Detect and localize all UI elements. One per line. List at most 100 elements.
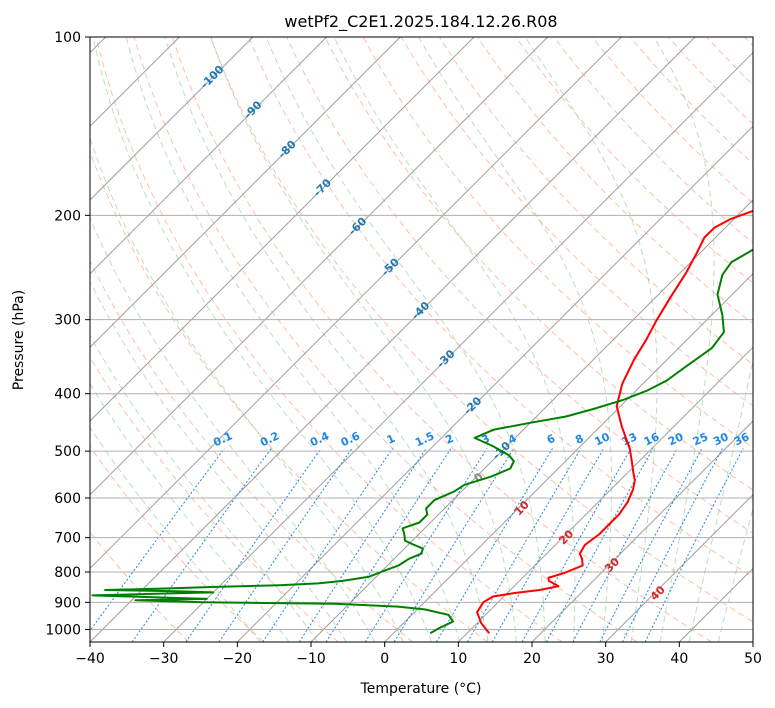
- mixing-ratio-line: [185, 448, 322, 642]
- dry-adiabat: [90, 259, 414, 642]
- dry-adiabat: [90, 356, 339, 642]
- temperature-trace: [476, 209, 753, 634]
- x-tick-label: −30: [149, 651, 179, 667]
- moist-adiabat: [524, 37, 658, 642]
- mixing-ratio-line: [131, 448, 272, 642]
- isotherm-line: [163, 51, 753, 642]
- dry-adiabat: [668, 37, 753, 125]
- y-axis-ticks: 100 200 300 400 500 600 700 800 900 1000: [45, 30, 90, 638]
- isotherm-line: [90, 37, 622, 570]
- line-labels: -100-90-80-70-60-50-40-30-20-100.1 0.2 0.4…: [198, 62, 752, 603]
- isotherm-line: [90, 37, 475, 422]
- isotherm-label: -60: [346, 214, 369, 237]
- isotherm-line: [384, 272, 753, 642]
- isotherm-line: [678, 567, 753, 642]
- x-axis-ticks: −40 −30 −20 −10 0 10 20 30 40 50: [75, 642, 762, 667]
- isotherm-line: [90, 37, 401, 349]
- dry-adiabat: [95, 37, 563, 642]
- mixing-ratio-line: [262, 448, 393, 642]
- x-tick-label: 40: [670, 651, 688, 667]
- y-tick-label: 800: [54, 565, 81, 581]
- x-tick-label: 20: [523, 651, 541, 667]
- moist-adiabat: [92, 37, 432, 642]
- moist-adiabat: [90, 334, 319, 642]
- mixing-ratio-line: [644, 448, 744, 642]
- mixing-ratio-line: [467, 448, 582, 642]
- y-tick-label: 100: [54, 30, 81, 46]
- y-axis-label: Pressure (hPa): [11, 290, 27, 390]
- moist-adiabat: [90, 280, 347, 642]
- mixing-ratio-line: [90, 448, 225, 632]
- moist-adiabat: [90, 136, 404, 642]
- y-tick-label: 600: [54, 491, 81, 507]
- moist-adiabat: [265, 37, 546, 642]
- mixing-ratio-label: 8: [573, 432, 585, 447]
- y-tick-label: 200: [54, 208, 81, 224]
- y-tick-label: 900: [54, 595, 81, 611]
- mixing-ratio-line: [572, 448, 678, 642]
- mixing-ratio-label: 10: [593, 430, 613, 448]
- isotherm-label: -90: [241, 98, 264, 121]
- isotherm-line: [90, 37, 696, 642]
- mixing-ratio-line: [364, 448, 488, 642]
- isotherm-line: [90, 37, 254, 201]
- y-tick-label: 1000: [45, 622, 81, 638]
- mixing-ratio-line: [491, 448, 605, 642]
- dry-adiabat: [171, 37, 712, 642]
- y-tick-label: 400: [54, 387, 81, 403]
- mixing-ratio-label: 30: [711, 430, 731, 448]
- dry-adiabat: [706, 37, 753, 86]
- mixing-ratio-label: 20: [666, 430, 686, 448]
- x-tick-label: 10: [449, 651, 467, 667]
- isotherm-line: [605, 493, 753, 642]
- dry-adiabat: [90, 445, 264, 642]
- mixing-ratio-line: [325, 448, 452, 642]
- y-tick-label: 500: [54, 444, 81, 460]
- x-axis-label: Temperature (°C): [360, 681, 482, 697]
- moist-adiabat: [90, 216, 376, 642]
- mixing-ratio-line: [599, 448, 703, 642]
- moist-adiabat: [90, 426, 261, 642]
- isotherm-line: [310, 199, 753, 642]
- isotherm-line: [752, 641, 753, 642]
- mixing-ratio-label: 0.2: [258, 429, 281, 449]
- isotherm-line: [90, 37, 328, 275]
- dry-adiabat: [324, 37, 753, 491]
- mixing-ratio-line: [393, 448, 515, 642]
- moist-adiabat: [90, 382, 290, 642]
- dry-adiabat: [477, 37, 753, 325]
- x-tick-label: 50: [744, 651, 762, 667]
- dry-adiabat: [286, 37, 753, 534]
- x-tick-label: −10: [296, 651, 326, 667]
- dry-adiabat: [591, 37, 753, 204]
- background-lines: [90, 37, 753, 642]
- dry-adiabat: [90, 531, 190, 642]
- moist-adiabat: [717, 506, 753, 642]
- profile-traces: [91, 209, 753, 635]
- dry-adiabat: [515, 37, 753, 284]
- moist-adiabat: [164, 37, 489, 642]
- mixing-ratio-line: [435, 448, 553, 642]
- mixing-ratio-line: [621, 448, 723, 642]
- y-tick-label: 700: [54, 531, 81, 547]
- mixing-ratio-label: 2: [443, 432, 455, 447]
- y-tick-label: 300: [54, 313, 81, 329]
- isotherm-label: -30: [434, 347, 457, 370]
- mixing-ratio-line: [218, 448, 353, 642]
- chart-title: wetPf2_C2E1.2025.184.12.26.R08: [284, 12, 557, 32]
- isotherm-line: [457, 346, 753, 642]
- mixing-ratio-label: 1: [385, 432, 397, 447]
- mixing-ratio-label: 36: [732, 430, 752, 448]
- isotherm-line: [236, 125, 753, 642]
- dry-adiabat: [210, 37, 753, 623]
- moist-adiabat: [653, 37, 715, 642]
- x-tick-label: −40: [75, 651, 105, 667]
- moist-adiabat: [210, 37, 517, 642]
- moist-adiabat: [688, 358, 753, 642]
- x-tick-label: 0: [380, 651, 389, 667]
- dry-adiabat: [133, 37, 638, 642]
- x-tick-label: −20: [223, 651, 253, 667]
- mixing-ratio-line: [298, 448, 427, 642]
- plot-frame: [89, 36, 754, 643]
